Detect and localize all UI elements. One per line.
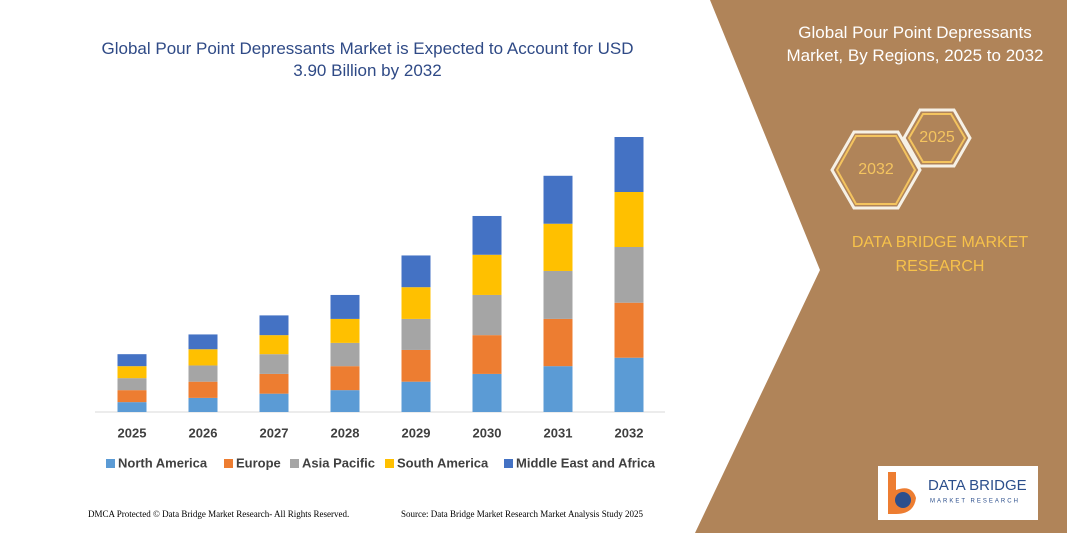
- bar-segment: [188, 381, 218, 398]
- bar-segment: [259, 373, 289, 394]
- bar-segment: [401, 255, 431, 288]
- bar-segment: [614, 302, 644, 358]
- x-tick-label: 2030: [473, 425, 502, 440]
- side-panel: [695, 0, 1067, 533]
- footer-left: DMCA Protected © Data Bridge Market Rese…: [88, 509, 349, 519]
- bar-segment: [614, 357, 644, 412]
- x-tick-label: 2029: [402, 425, 431, 440]
- hex-label: 2032: [858, 161, 894, 178]
- legend-swatch: [290, 459, 299, 468]
- bar-segment: [543, 223, 573, 271]
- bar-segment: [330, 318, 360, 343]
- bar-segment: [188, 334, 218, 350]
- x-tick-label: 2026: [189, 425, 218, 440]
- hex-label: 2025: [919, 129, 955, 146]
- legend-label: Asia Pacific: [302, 455, 375, 470]
- bar-segment: [401, 287, 431, 319]
- bar-segment: [117, 390, 147, 403]
- legend-swatch: [106, 459, 115, 468]
- bar-segment: [543, 270, 573, 319]
- legend-swatch: [504, 459, 513, 468]
- bar-segment: [259, 354, 289, 374]
- panel-brand: DATA BRIDGE MARKET RESEARCH: [851, 234, 1029, 275]
- x-tick-label: 2032: [615, 425, 644, 440]
- legend-label: Europe: [236, 455, 281, 470]
- bar-segment: [259, 335, 289, 355]
- logo-tagline: MARKET RESEARCH: [930, 499, 1020, 505]
- bar-segment: [401, 349, 431, 382]
- bar-segment: [401, 381, 431, 412]
- bar-segment: [330, 366, 360, 391]
- bar-segment: [330, 342, 360, 367]
- legend-label: North America: [118, 455, 208, 470]
- bar-segment: [472, 215, 502, 255]
- bar-segment: [614, 192, 644, 247]
- bar-segment: [330, 294, 360, 319]
- bar-segment: [117, 378, 147, 391]
- chart-title: Global Pour Point Depressants Market is …: [101, 39, 634, 80]
- x-tick-label: 2028: [331, 425, 360, 440]
- bar-segment: [472, 254, 502, 295]
- bar-segment: [543, 318, 573, 367]
- logo-text: DATA BRIDGE: [928, 477, 1027, 494]
- hexagon: [902, 108, 972, 168]
- legend-label: Middle East and Africa: [516, 455, 656, 470]
- x-tick-label: 2031: [544, 425, 573, 440]
- legend-label: South America: [397, 455, 489, 470]
- footer-right: Source: Data Bridge Market Research Mark…: [401, 509, 643, 519]
- bar-segment: [472, 294, 502, 336]
- hexagon: [835, 135, 917, 205]
- bar-segment: [614, 247, 644, 303]
- bar-segment: [117, 354, 147, 367]
- bar-segment: [543, 366, 573, 412]
- bar-segment: [259, 315, 289, 336]
- legend-swatch: [385, 459, 394, 468]
- x-tick-label: 2025: [118, 425, 147, 440]
- bar-segment: [543, 175, 573, 224]
- bar-segment: [614, 137, 644, 192]
- hexagon: [907, 113, 967, 163]
- bar-segment: [117, 366, 147, 379]
- bar-segment: [259, 393, 289, 412]
- bar-segment: [188, 349, 218, 366]
- hexagon: [830, 130, 922, 210]
- panel-title: Global Pour Point Depressants Market, By…: [786, 23, 1044, 65]
- bar-segment: [472, 335, 502, 374]
- bar-segment: [472, 373, 502, 412]
- bar-segment: [117, 402, 147, 412]
- logo-mark: [895, 492, 911, 508]
- bar-segment: [188, 397, 218, 412]
- legend-swatch: [224, 459, 233, 468]
- x-tick-label: 2027: [260, 425, 289, 440]
- bar-segment: [188, 365, 218, 382]
- bar-segment: [330, 390, 360, 412]
- bar-segment: [401, 318, 431, 350]
